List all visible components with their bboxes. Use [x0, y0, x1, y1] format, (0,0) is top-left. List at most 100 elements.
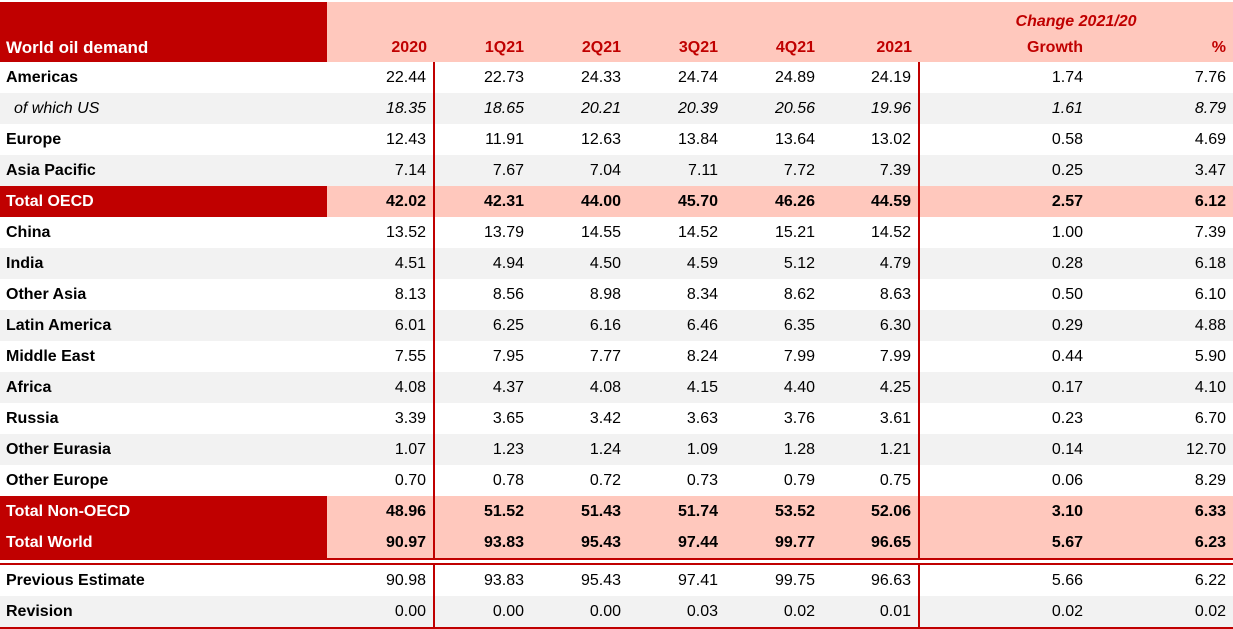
value-cell: 20.56 [774, 99, 815, 117]
value-cell: 0.78 [492, 471, 524, 489]
value-cell: 7.99 [822, 341, 920, 372]
value-cell: 3.61 [822, 403, 920, 434]
value-cell: 51.74 [628, 496, 725, 527]
value-cell: 18.65 [483, 99, 524, 117]
value-cell: 6.10 [1194, 285, 1227, 303]
value-cell: 24.89 [774, 68, 815, 86]
value-cell: 51.43 [531, 496, 628, 527]
row-label: Latin America [6, 316, 112, 334]
value-cell: 1.28 [783, 440, 815, 458]
row-label: Russia [6, 409, 59, 427]
value-cell: 0.02 [725, 596, 822, 629]
value-cell: 53.52 [725, 496, 822, 527]
table-row: Europe 12.43 11.91 12.63 13.84 13.64 13.02 0.58… [0, 124, 1233, 155]
value-cell: 8.34 [686, 285, 718, 303]
row-label: Other Asia [6, 285, 87, 303]
value-cell: 7.14 [327, 155, 435, 186]
value-cell: 5.67 [919, 527, 1090, 559]
column-header-growth: Growth [919, 33, 1090, 62]
value-cell: 3.47 [1194, 161, 1227, 179]
value-cell: 5.90 [1194, 347, 1227, 365]
value-cell: 7.76 [1194, 68, 1227, 86]
value-cell: 0.58 [1051, 130, 1083, 148]
value-cell: 6.30 [822, 310, 920, 341]
value-cell: 1.61 [1051, 99, 1083, 117]
row-label: Revision [0, 596, 327, 629]
value-cell: 24.19 [822, 62, 920, 93]
value-cell: 24.74 [677, 68, 718, 86]
value-cell: 0.79 [783, 471, 815, 489]
value-cell: 8.24 [686, 347, 718, 365]
value-cell: 0.17 [1051, 378, 1083, 396]
value-cell: 93.83 [483, 571, 524, 589]
value-cell: 0.02 [919, 596, 1090, 629]
value-cell: 52.06 [822, 496, 920, 527]
value-cell: 7.72 [783, 161, 815, 179]
table-row: China 13.52 13.79 14.55 14.52 15.21 14.52 1.00 7… [0, 217, 1233, 248]
value-cell: 4.08 [589, 378, 621, 396]
value-cell: 7.99 [783, 347, 815, 365]
value-cell: 0.73 [686, 471, 718, 489]
table-row: Asia Pacific 7.14 7.67 7.04 7.11 7.72 7.39 0.25… [0, 155, 1233, 186]
value-cell: 42.02 [327, 186, 435, 217]
value-cell: 7.95 [492, 347, 524, 365]
value-cell: 5.12 [783, 254, 815, 272]
value-cell: 6.25 [492, 316, 524, 334]
value-cell: 6.22 [1194, 571, 1227, 589]
row-label: India [6, 254, 44, 272]
value-cell: 7.39 [822, 155, 920, 186]
row-label: China [6, 223, 51, 241]
table-row: Total OECD 42.02 42.31 44.00 45.70 46.26 44.59… [0, 186, 1233, 217]
value-cell: 6.70 [1194, 409, 1227, 427]
table-row: of which US 18.35 18.65 20.21 20.39 20.56 19.9… [0, 93, 1233, 124]
value-cell: 46.26 [725, 186, 822, 217]
change-period-header: Change 2021/20 [919, 2, 1233, 33]
value-cell: 0.72 [589, 471, 621, 489]
value-cell: 0.00 [434, 596, 531, 629]
column-header-4q21: 4Q21 [725, 33, 822, 62]
value-cell: 0.29 [1051, 316, 1083, 334]
value-cell: 95.43 [580, 571, 621, 589]
value-cell: 22.44 [327, 62, 435, 93]
value-cell: 8.79 [1194, 99, 1227, 117]
table-row: Total Non-OECD 48.96 51.52 51.43 51.74 53.52 5… [0, 496, 1233, 527]
value-cell: 0.06 [1051, 471, 1083, 489]
value-cell: 95.43 [531, 527, 628, 559]
value-cell: 22.73 [483, 68, 524, 86]
value-cell: 13.52 [327, 217, 435, 248]
table-row: Middle East 7.55 7.95 7.77 8.24 7.99 7.99 0.44 5… [0, 341, 1233, 372]
value-cell: 7.77 [589, 347, 621, 365]
value-cell: 1.74 [1051, 68, 1083, 86]
value-cell: 18.35 [327, 93, 435, 124]
value-cell: 6.12 [1090, 186, 1233, 217]
value-cell: 3.42 [589, 409, 621, 427]
value-cell: 4.59 [686, 254, 718, 272]
value-cell: 4.51 [327, 248, 435, 279]
value-cell: 4.69 [1194, 130, 1227, 148]
value-cell: 14.52 [677, 223, 718, 241]
value-cell: 0.14 [1051, 440, 1083, 458]
value-cell: 0.50 [1051, 285, 1083, 303]
row-label: Total Non-OECD [0, 496, 327, 527]
value-cell: 6.23 [1090, 527, 1233, 559]
column-header-2q21: 2Q21 [531, 33, 628, 62]
value-cell: 2.57 [919, 186, 1090, 217]
table-header: World oil demand Change 2021/20 2020 1Q2… [0, 2, 1233, 62]
value-cell: 8.63 [822, 279, 920, 310]
value-cell: 12.43 [327, 124, 435, 155]
value-cell: 3.65 [492, 409, 524, 427]
value-cell: 11.91 [485, 130, 524, 148]
value-cell: 97.44 [628, 527, 725, 559]
column-header-2020: 2020 [327, 33, 434, 62]
value-cell: 0.44 [1051, 347, 1083, 365]
value-cell: 7.11 [688, 161, 718, 179]
table-row: India 4.51 4.94 4.50 4.59 5.12 4.79 0.28 6.18 [0, 248, 1233, 279]
value-cell: 44.59 [822, 186, 920, 217]
table-row: Other Asia 8.13 8.56 8.98 8.34 8.62 8.63 0.50 6.… [0, 279, 1233, 310]
value-cell: 90.98 [327, 564, 435, 596]
value-cell: 45.70 [628, 186, 725, 217]
value-cell: 0.25 [1051, 161, 1083, 179]
value-cell: 0.75 [822, 465, 920, 496]
value-cell: 20.21 [580, 99, 621, 117]
value-cell: 4.15 [686, 378, 718, 396]
